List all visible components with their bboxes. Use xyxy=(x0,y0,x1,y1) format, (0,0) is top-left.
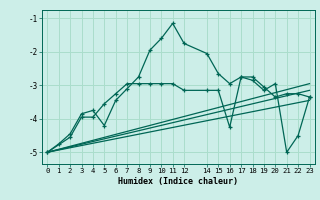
X-axis label: Humidex (Indice chaleur): Humidex (Indice chaleur) xyxy=(118,177,238,186)
